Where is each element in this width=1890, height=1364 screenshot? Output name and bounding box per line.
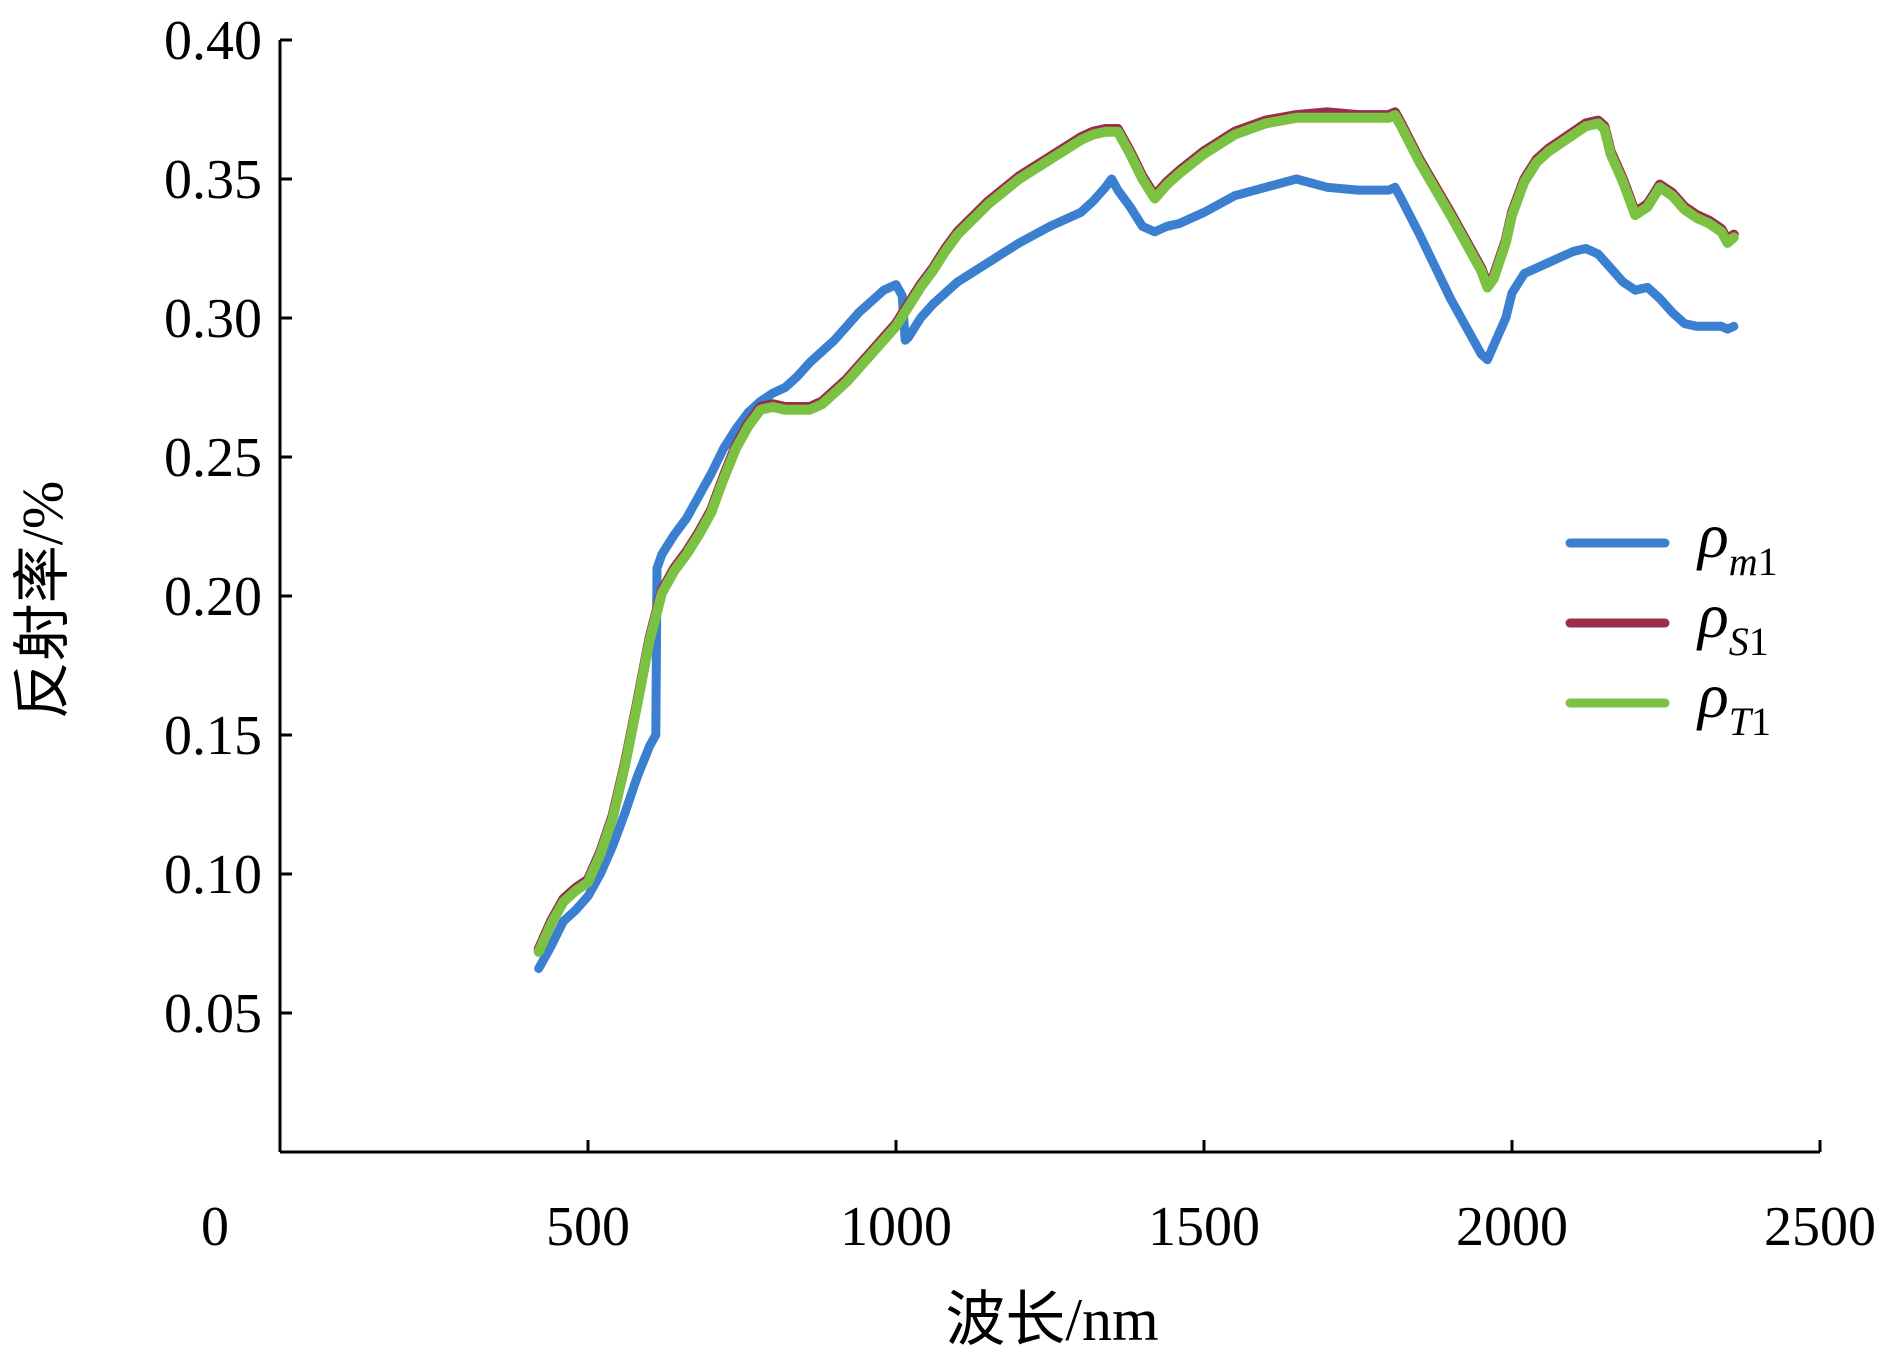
x-tick-label: 2000 [1456,1196,1568,1258]
x-tick-label: 2500 [1764,1196,1876,1258]
x-tick-label: 1000 [840,1196,952,1258]
y-tick-label: 0.30 [164,288,262,350]
y-axis-title: 反射率/% [10,481,75,719]
legend-label-m1: ρm1 [1696,500,1778,584]
legend-label-t1: ρT1 [1696,660,1771,744]
y-tick-label: 0.25 [164,427,262,489]
x-tick-label: 0 [201,1196,229,1258]
y-tick-label: 0.10 [164,844,262,906]
series-line-t1 [533,110,1739,957]
y-tick-label: 0.40 [164,10,262,72]
x-axis-title: 波长/nm [945,1287,1158,1353]
x-tick-label: 1500 [1148,1196,1260,1258]
x-tick-label: 500 [546,1196,630,1258]
y-tick-label: 0.15 [164,705,262,767]
series-line-s1 [533,107,1739,955]
y-tick-label: 0.05 [164,983,262,1045]
series-line-m1 [534,174,1739,973]
legend-label-s1: ρS1 [1696,580,1769,664]
y-tick-label: 0.20 [164,566,262,628]
y-tick-label: 0.35 [164,149,262,211]
